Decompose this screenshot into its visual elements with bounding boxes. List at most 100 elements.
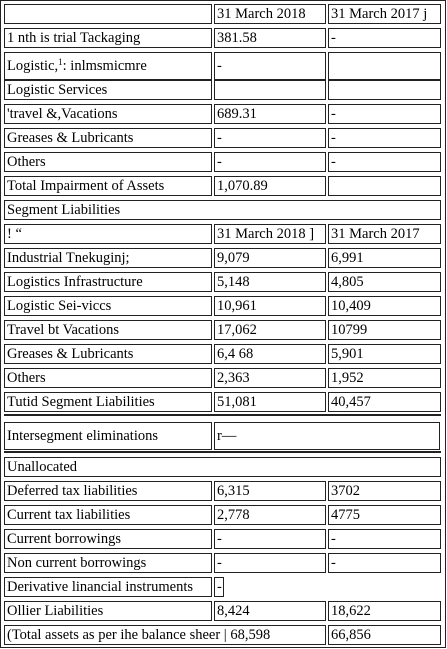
value-2018: 17,062 bbox=[214, 320, 326, 340]
value-2017: 3702 bbox=[328, 481, 441, 501]
value-2017: 40,457 bbox=[328, 392, 441, 412]
table-row: Others 2,363 1,952 bbox=[4, 368, 441, 388]
table-header-row: 31 March 2018 31 March 2017 j bbox=[4, 4, 441, 24]
table-row: Derivative linancial instruments - bbox=[4, 577, 441, 597]
table-cell-label bbox=[4, 4, 212, 24]
value-2018: 10,961 bbox=[214, 296, 326, 316]
value-2017: - bbox=[328, 104, 441, 124]
table-divider bbox=[4, 414, 441, 416]
column-header-2017: 31 March 2017 j bbox=[328, 4, 441, 24]
value-2018: 2,778 bbox=[214, 505, 326, 525]
value-2018: 689.31 bbox=[214, 104, 326, 124]
table-row: Greases & Lubricants - - bbox=[4, 128, 441, 148]
value-2018: 6,4 68 bbox=[214, 344, 326, 364]
value-2017: - bbox=[328, 529, 441, 549]
table-row: Intersegment eliminations r— bbox=[4, 422, 441, 450]
value-2018: 6,315 bbox=[214, 481, 326, 501]
table-row: 1 nth is trial Tackaging 381.58 - bbox=[4, 28, 441, 48]
value-2017: 5,901 bbox=[328, 344, 441, 364]
value-2017: 4775 bbox=[328, 505, 441, 525]
row-label: Total Impairment of Assets bbox=[4, 176, 212, 196]
row-label-part: : inlmsmicmre bbox=[62, 58, 147, 74]
table-row-total: (Total assets as per ihe balance sheer |… bbox=[4, 625, 441, 645]
value-2018: 9,079 bbox=[214, 248, 326, 268]
value-2018: 51,081 bbox=[214, 392, 326, 412]
row-label: Ollier Liabilities bbox=[4, 601, 212, 621]
value-2017: - bbox=[328, 128, 441, 148]
value-2018: - bbox=[214, 52, 326, 80]
row-label: Greases & Lubricants bbox=[4, 344, 212, 364]
value-2017: - bbox=[328, 28, 441, 48]
table-row-total: Tutid Segment Liabilities 51,081 40,457 bbox=[4, 392, 441, 412]
row-label-part: Logistic, bbox=[7, 58, 59, 74]
row-label: Logistic,1: inlmsmicmre bbox=[4, 52, 212, 80]
row-label: Logistics Infrastructure bbox=[4, 272, 212, 292]
value-2017: 1,952 bbox=[328, 368, 441, 388]
row-label: ! “ bbox=[4, 224, 212, 244]
row-label: Current tax liabilities bbox=[4, 505, 212, 525]
table-row: Travel bt Vacations 17,062 10799 bbox=[4, 320, 441, 340]
row-label: (Total assets as per ihe balance sheer |… bbox=[4, 625, 326, 645]
table-row: Deferred tax liabilities 6,315 3702 bbox=[4, 481, 441, 501]
row-label: Travel bt Vacations bbox=[4, 320, 212, 340]
table-row: Current borrowings - - bbox=[4, 529, 441, 549]
section-heading: Unallocated bbox=[4, 457, 441, 477]
table-row: Logistic Sei-viccs 10,961 10,409 bbox=[4, 296, 441, 316]
row-label: Logistic Services bbox=[4, 80, 212, 100]
value-2018: - bbox=[214, 529, 326, 549]
table-row: Logistic Services bbox=[4, 80, 441, 100]
column-header-2018: 31 March 2018 ] bbox=[214, 224, 326, 244]
row-label: Derivative linancial instruments bbox=[4, 577, 212, 597]
row-label: Others bbox=[4, 152, 212, 172]
value-2017: 6,991 bbox=[328, 248, 441, 268]
row-label: Greases & Lubricants bbox=[4, 128, 212, 148]
table-row: Logistic,1: inlmsmicmre - bbox=[4, 52, 441, 80]
row-label: Non current borrowings bbox=[4, 553, 212, 573]
row-label: 'travel &,Vacations bbox=[4, 104, 212, 124]
table-header-row: ! “ 31 March 2018 ] 31 March 2017 bbox=[4, 224, 441, 244]
value-2018: - bbox=[214, 577, 224, 597]
row-label: Intersegment eliminations bbox=[4, 422, 212, 450]
value-2017: 66,856 bbox=[328, 625, 441, 645]
value-2018: - bbox=[214, 152, 326, 172]
value-2017: 18,622 bbox=[328, 601, 441, 621]
table-row-total: Total Impairment of Assets 1,070.89 bbox=[4, 176, 441, 196]
section-heading: Segment Liabilities bbox=[4, 200, 441, 220]
value-2017 bbox=[328, 80, 441, 100]
value-2017 bbox=[328, 52, 441, 80]
footnote-marker: 1 bbox=[58, 57, 63, 67]
value-2018: - bbox=[214, 553, 326, 573]
value-2018: - bbox=[214, 128, 326, 148]
value-2017 bbox=[328, 176, 441, 196]
table-row: Non current borrowings - - bbox=[4, 553, 441, 573]
table-divider bbox=[4, 451, 441, 453]
row-label: Logistic Sei-viccs bbox=[4, 296, 212, 316]
row-label: Industrial Tnekuginj; bbox=[4, 248, 212, 268]
value-2018: 1,070.89 bbox=[214, 176, 326, 196]
column-header-2018: 31 March 2018 bbox=[214, 4, 326, 24]
value-2017: 4,805 bbox=[328, 272, 441, 292]
section-heading-row: Segment Liabilities bbox=[4, 200, 441, 220]
row-label: Tutid Segment Liabilities bbox=[4, 392, 212, 412]
row-label: 1 nth is trial Tackaging bbox=[4, 28, 212, 48]
value-2018: 5,148 bbox=[214, 272, 326, 292]
row-label: Current borrowings bbox=[4, 529, 212, 549]
row-label: Deferred tax liabilities bbox=[4, 481, 212, 501]
table-row: 'travel &,Vacations 689.31 - bbox=[4, 104, 441, 124]
column-header-2017: 31 March 2017 bbox=[328, 224, 441, 244]
table-row: Others - - bbox=[4, 152, 441, 172]
table-row: Logistics Infrastructure 5,148 4,805 bbox=[4, 272, 441, 292]
row-label: Others bbox=[4, 368, 212, 388]
table-row: Industrial Tnekuginj; 9,079 6,991 bbox=[4, 248, 441, 268]
value-2017: 10,409 bbox=[328, 296, 441, 316]
value-2017: - bbox=[328, 152, 441, 172]
value-2018: 8,424 bbox=[214, 601, 326, 621]
value-2018: 381.58 bbox=[214, 28, 326, 48]
table-row: Greases & Lubricants 6,4 68 5,901 bbox=[4, 344, 441, 364]
value-2017: - bbox=[328, 553, 441, 573]
value-2018 bbox=[214, 80, 326, 100]
table-row: Current tax liabilities 2,778 4775 bbox=[4, 505, 441, 525]
value-2018: 2,363 bbox=[214, 368, 326, 388]
table-row: Ollier Liabilities 8,424 18,622 bbox=[4, 601, 441, 621]
